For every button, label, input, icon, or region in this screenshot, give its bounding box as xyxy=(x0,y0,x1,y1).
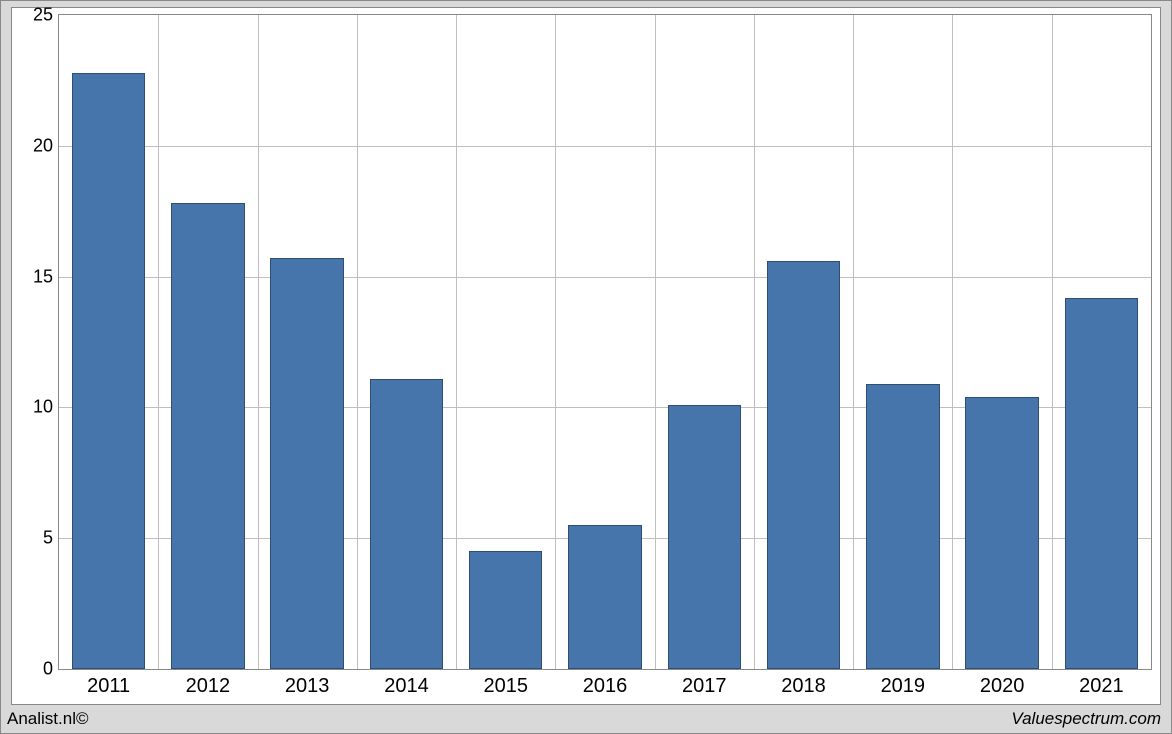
bar xyxy=(370,379,443,669)
gridline-x xyxy=(158,15,159,669)
bar xyxy=(171,203,244,669)
plot-white-area: 0 5 10 15 20 25 2011 2012 2013 2014 2015 2016 2017 20… xyxy=(11,7,1161,705)
plot-area: 0510152025201120122013201420152016201720… xyxy=(58,14,1152,670)
footer-left-credit: Analist.nl© xyxy=(7,709,89,729)
x-tick-label: 2017 xyxy=(682,669,727,698)
y-tick-label: 15 xyxy=(33,266,59,287)
bar xyxy=(767,261,840,669)
gridline-x xyxy=(258,15,259,669)
bar xyxy=(866,384,939,669)
gridline-x xyxy=(853,15,854,669)
bar xyxy=(469,551,542,669)
x-tick-label: 2013 xyxy=(285,669,330,698)
bar xyxy=(270,258,343,669)
y-tick-label: 10 xyxy=(33,397,59,418)
x-tick-label: 2014 xyxy=(384,669,429,698)
bar xyxy=(72,73,145,669)
x-tick-label: 2016 xyxy=(583,669,628,698)
gridline-x xyxy=(1052,15,1053,669)
x-tick-label: 2018 xyxy=(781,669,826,698)
gridline-x xyxy=(754,15,755,669)
gridline-x xyxy=(456,15,457,669)
gridline-x xyxy=(357,15,358,669)
y-tick-label: 20 xyxy=(33,135,59,156)
x-tick-label: 2012 xyxy=(186,669,231,698)
gridline-x xyxy=(952,15,953,669)
x-tick-label: 2020 xyxy=(980,669,1025,698)
y-tick-label: 25 xyxy=(33,5,59,26)
bar xyxy=(965,397,1038,669)
bar xyxy=(1065,298,1138,669)
gridline-x xyxy=(655,15,656,669)
x-tick-label: 2015 xyxy=(483,669,528,698)
bar xyxy=(568,525,641,669)
y-tick-label: 0 xyxy=(43,659,59,680)
x-tick-label: 2021 xyxy=(1079,669,1124,698)
footer-right-credit: Valuespectrum.com xyxy=(1011,709,1161,729)
chart-container: 0 5 10 15 20 25 2011 2012 2013 2014 2015 2016 2017 20… xyxy=(0,0,1172,734)
bar xyxy=(668,405,741,669)
y-tick-label: 5 xyxy=(43,528,59,549)
gridline-x xyxy=(555,15,556,669)
x-tick-label: 2019 xyxy=(881,669,926,698)
x-tick-label: 2011 xyxy=(87,669,130,698)
gridline-y xyxy=(59,146,1151,147)
